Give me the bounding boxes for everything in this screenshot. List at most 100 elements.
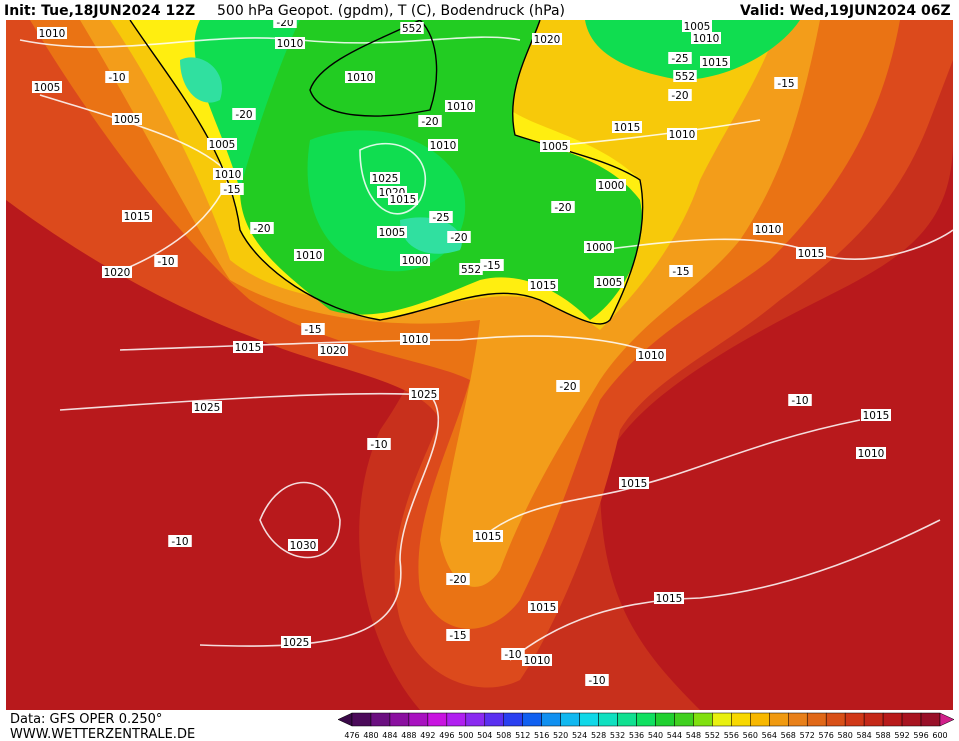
map-label: -20 xyxy=(671,90,688,102)
map-label: 1030 xyxy=(290,540,317,552)
header-bar xyxy=(0,0,959,20)
colorbar-label: 492 xyxy=(420,731,435,740)
colorbar-label: 552 xyxy=(705,731,720,740)
map-label: -20 xyxy=(253,223,270,235)
colorbar-swatch xyxy=(446,712,467,727)
map-label: 1010 xyxy=(39,28,66,40)
label-box xyxy=(233,341,263,353)
label-box xyxy=(861,409,891,421)
map-label: -10 xyxy=(588,675,605,687)
colorbar-swatch xyxy=(560,712,580,727)
label-box xyxy=(213,168,243,180)
label-box xyxy=(528,279,558,291)
map-area xyxy=(6,19,954,710)
colorbar-swatch xyxy=(712,712,732,727)
colorbar-swatch xyxy=(844,712,865,727)
colorbar-label: 560 xyxy=(743,731,758,740)
map-label: 1015 xyxy=(614,122,641,134)
label-box xyxy=(447,231,471,243)
map-label: -10 xyxy=(791,395,808,407)
colorbar-label: 524 xyxy=(572,731,587,740)
map-label: 1005 xyxy=(542,141,569,153)
map-label: -20 xyxy=(554,202,571,214)
map-label: 1015 xyxy=(390,194,417,206)
map-label: 1005 xyxy=(209,139,236,151)
colorbar-swatch xyxy=(579,712,599,727)
contour-line xyxy=(309,19,438,117)
label-box xyxy=(446,573,470,585)
map-label: -15 xyxy=(304,324,321,336)
map-label: -15 xyxy=(223,184,240,196)
label-box xyxy=(388,193,418,205)
valid-time: Valid: Wed,19JUN2024 06Z xyxy=(740,3,951,19)
map-label: 1025 xyxy=(411,389,438,401)
label-box xyxy=(532,33,562,45)
label-box xyxy=(654,592,684,604)
colorbar-swatch xyxy=(427,712,448,727)
label-box xyxy=(37,27,67,39)
map-label: -15 xyxy=(777,78,794,90)
colorbar-swatch xyxy=(636,712,656,727)
data-source: Data: GFS OPER 0.250° xyxy=(10,712,162,727)
label-box xyxy=(418,115,442,127)
map-label: 1025 xyxy=(194,402,221,414)
map-label: 1020 xyxy=(104,267,131,279)
colorbar-swatch xyxy=(769,712,789,727)
colorbar-label: 600 xyxy=(932,731,947,740)
label-box xyxy=(275,37,305,49)
label-box xyxy=(168,535,192,547)
label-box xyxy=(551,201,575,213)
isobar xyxy=(509,519,941,661)
map-label: 1010 xyxy=(277,38,304,50)
label-box xyxy=(345,71,375,83)
label-box xyxy=(540,140,570,152)
colorbar-label: 548 xyxy=(686,731,701,740)
label-box xyxy=(788,394,812,406)
colorbar-swatch xyxy=(750,712,770,727)
map-label: 552 xyxy=(461,264,481,276)
label-box xyxy=(207,138,237,150)
colorbar-label: 484 xyxy=(382,731,397,740)
colorbar-swatch xyxy=(617,712,637,727)
label-box xyxy=(480,259,504,271)
label-box xyxy=(445,100,475,112)
map-label: -20 xyxy=(450,232,467,244)
label-box xyxy=(281,636,311,648)
label-box xyxy=(400,22,424,34)
colorbar-label: 568 xyxy=(781,731,796,740)
colorbar-swatch xyxy=(788,712,808,727)
label-box xyxy=(669,265,693,277)
colorbar-swatch xyxy=(693,712,713,727)
label-box xyxy=(473,530,503,542)
label-box xyxy=(409,388,439,400)
label-box xyxy=(32,81,62,93)
label-box xyxy=(668,52,692,64)
colorbar-swatch xyxy=(920,712,941,727)
map-label: -20 xyxy=(449,574,466,586)
colorbar-label: 572 xyxy=(800,731,815,740)
map-label: 552 xyxy=(675,71,695,83)
field-532 xyxy=(180,57,462,254)
colorbar-label: 496 xyxy=(439,731,454,740)
label-box xyxy=(112,113,142,125)
map-labels: 1010100510051005101010151020101010101010… xyxy=(32,16,891,687)
colorbar-label: 540 xyxy=(648,731,663,740)
colorbar-swatch xyxy=(901,712,922,727)
colorbar-swatch xyxy=(351,712,372,727)
map-label: 1010 xyxy=(524,655,551,667)
label-box xyxy=(556,380,580,392)
label-box xyxy=(668,89,692,101)
map-label: -10 xyxy=(157,256,174,268)
map-label: -20 xyxy=(559,381,576,393)
label-box xyxy=(753,223,783,235)
label-box xyxy=(856,447,886,459)
map-label: 1010 xyxy=(693,33,720,45)
map-label: 1005 xyxy=(114,114,141,126)
colorbar-label: 544 xyxy=(667,731,682,740)
label-box xyxy=(501,648,525,660)
map-label: -10 xyxy=(108,72,125,84)
colorbar-label: 516 xyxy=(534,731,549,740)
colorbar-label: 584 xyxy=(856,731,871,740)
colorbar-label: 564 xyxy=(762,731,777,740)
map-label: 1025 xyxy=(372,173,399,185)
